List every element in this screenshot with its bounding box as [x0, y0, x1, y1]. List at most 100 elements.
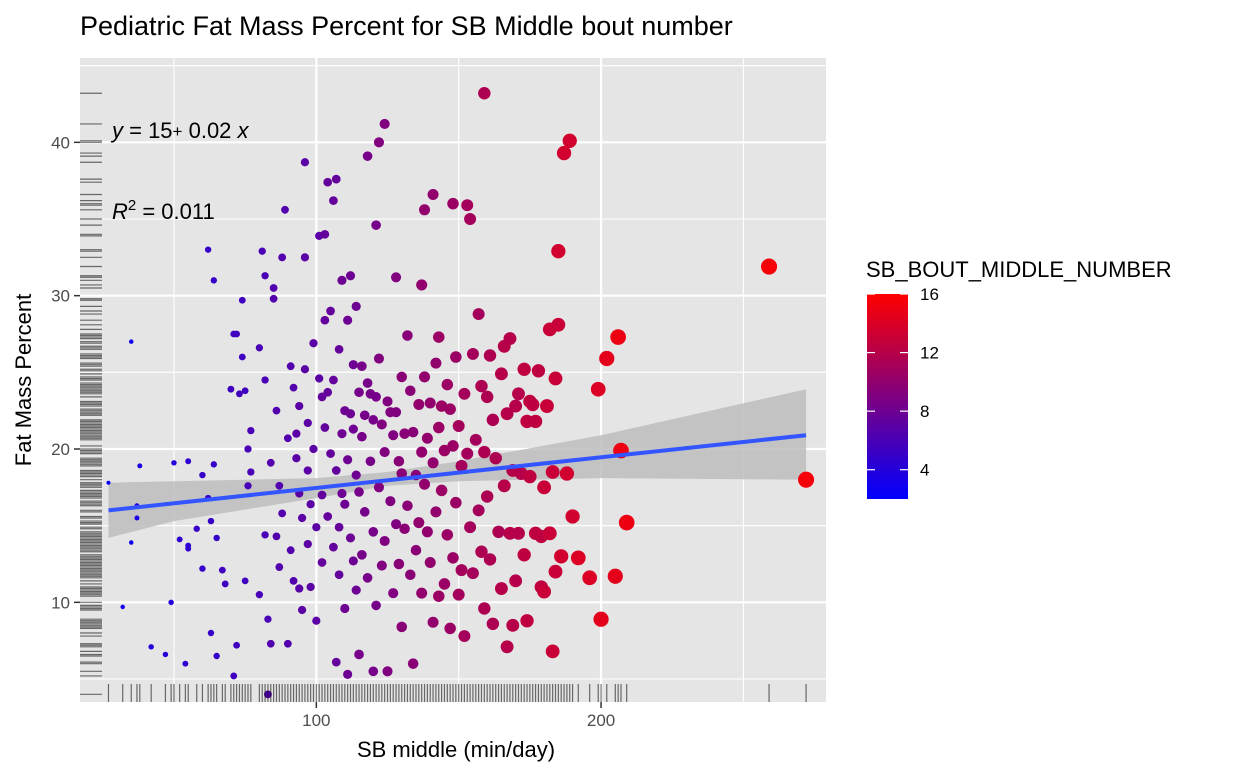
- data-point: [512, 387, 525, 401]
- data-point: [213, 534, 220, 542]
- r-squared-annotation: R2 = 0.011: [112, 197, 215, 224]
- x-axis-title: SB middle (min/day): [357, 737, 555, 762]
- data-point: [238, 353, 246, 361]
- data-point: [441, 529, 454, 541]
- data-point: [393, 455, 405, 467]
- data-point: [480, 390, 494, 404]
- data-point: [241, 387, 249, 395]
- data-point: [233, 330, 241, 338]
- data-point: [357, 549, 367, 560]
- r2-r: R: [112, 199, 128, 224]
- data-point: [247, 468, 255, 476]
- data-point: [570, 550, 586, 566]
- data-point: [500, 640, 514, 654]
- data-point: [452, 588, 465, 601]
- data-point: [289, 576, 298, 585]
- data-point: [264, 615, 272, 623]
- data-point: [478, 602, 491, 615]
- data-point: [421, 432, 433, 444]
- data-point: [373, 353, 385, 364]
- data-point: [331, 657, 341, 667]
- data-point: [199, 471, 206, 479]
- data-point: [351, 301, 361, 311]
- data-point: [421, 526, 433, 538]
- data-point: [483, 553, 497, 566]
- data-point: [444, 403, 456, 415]
- data-point: [396, 621, 408, 633]
- data-point: [405, 385, 416, 397]
- points-layer: [106, 87, 815, 699]
- data-point: [523, 469, 537, 484]
- data-point: [227, 385, 235, 393]
- data-point: [351, 585, 361, 595]
- data-point: [306, 500, 315, 509]
- data-point: [391, 272, 402, 283]
- data-point: [185, 545, 192, 552]
- data-point: [266, 458, 275, 467]
- data-point: [441, 378, 454, 391]
- data-point: [354, 387, 364, 398]
- data-point: [334, 522, 344, 532]
- rug-layer: [80, 92, 807, 702]
- data-point: [797, 471, 815, 488]
- data-point: [427, 457, 439, 469]
- data-point: [388, 430, 399, 441]
- data-point: [413, 517, 425, 529]
- data-point: [120, 604, 125, 610]
- data-point: [416, 446, 428, 458]
- data-point: [286, 362, 295, 371]
- data-point: [289, 383, 298, 392]
- data-point: [320, 315, 330, 325]
- data-point: [199, 565, 206, 572]
- data-point: [480, 490, 494, 503]
- data-point: [297, 605, 307, 615]
- x-tick-label: 200: [587, 711, 615, 730]
- data-point: [297, 513, 307, 523]
- data-point: [458, 630, 471, 643]
- data-point: [452, 420, 465, 432]
- data-point: [210, 461, 218, 468]
- y-tick-label: 40: [51, 133, 70, 152]
- equation-plus: +: [173, 122, 183, 141]
- legend-tick-label: 16: [920, 285, 939, 304]
- data-point: [362, 151, 373, 161]
- data-point: [320, 229, 330, 239]
- y-axis-title: Fat Mass Percent: [11, 294, 36, 466]
- data-point: [348, 556, 358, 566]
- data-point: [447, 197, 459, 210]
- data-point: [106, 480, 111, 485]
- data-point: [193, 525, 200, 532]
- data-point: [419, 478, 431, 490]
- data-point: [218, 566, 226, 574]
- data-point: [444, 622, 456, 635]
- data-point: [500, 407, 514, 421]
- data-point: [247, 426, 255, 435]
- data-point: [472, 308, 485, 321]
- data-point: [233, 641, 241, 649]
- data-point: [309, 444, 318, 454]
- data-point: [399, 428, 410, 439]
- data-point: [283, 434, 292, 443]
- data-point: [438, 444, 451, 457]
- data-point: [556, 145, 572, 161]
- data-point: [520, 614, 534, 628]
- x-axis-ticks: 100 200: [302, 702, 615, 730]
- legend-title: SB_BOUT_MIDDLE_NUMBER: [866, 257, 1172, 282]
- legend-tick-label: 4: [920, 461, 929, 480]
- data-point: [447, 440, 459, 452]
- data-point: [582, 570, 598, 586]
- data-point: [323, 387, 333, 397]
- data-point: [329, 196, 338, 205]
- data-point: [357, 361, 367, 372]
- data-point: [461, 447, 474, 460]
- data-point: [402, 500, 413, 512]
- data-point: [272, 406, 281, 415]
- data-point: [458, 387, 471, 400]
- legend-tick-label: 12: [920, 344, 939, 363]
- data-point: [134, 515, 140, 521]
- data-point: [207, 517, 215, 525]
- legend-colorbar: [867, 294, 908, 499]
- data-point: [176, 536, 183, 543]
- data-point: [266, 639, 275, 648]
- data-point: [593, 611, 609, 627]
